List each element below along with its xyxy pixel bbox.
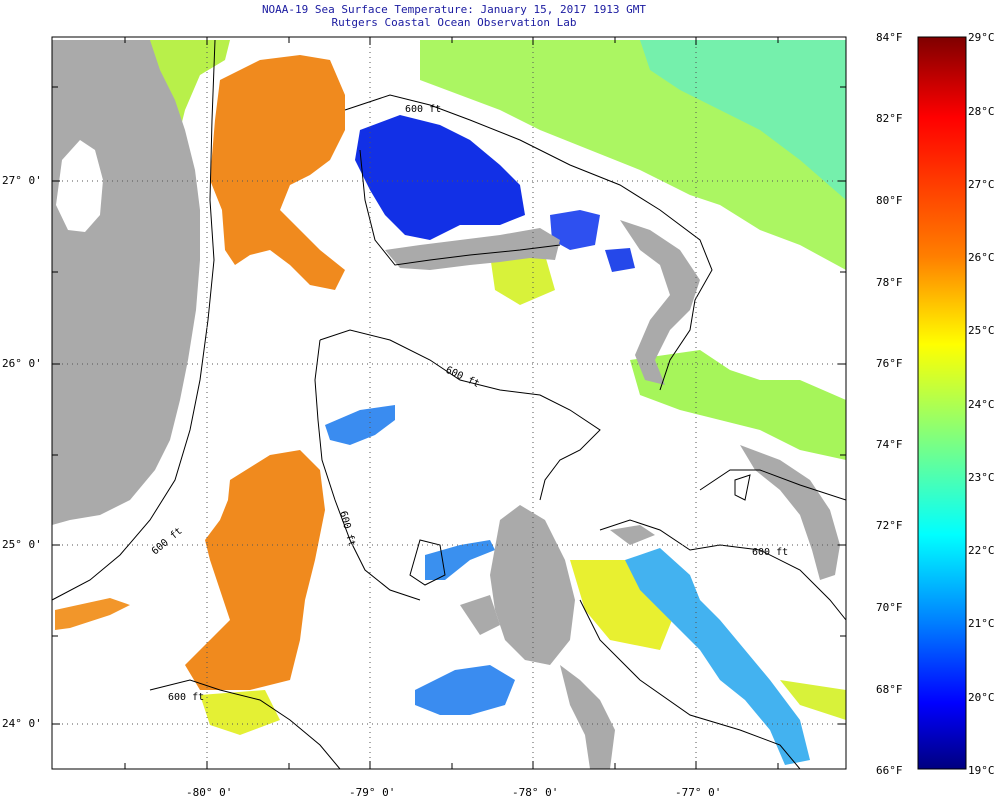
- inland-lake: [56, 140, 103, 232]
- sst-patch-cyan-north: [640, 40, 846, 200]
- sst-patch-orange-sw: [55, 598, 130, 630]
- lon-label: -80° 0': [186, 786, 233, 799]
- sst-patch-orange-south: [185, 450, 325, 690]
- lat-label: 25° 0': [2, 538, 42, 551]
- lon-label: -79° 0': [349, 786, 396, 799]
- colorbar-label-c: 25°C: [968, 324, 995, 337]
- land-new-providence: [610, 525, 655, 545]
- map-subtitle: Rutgers Coastal Ocean Observation Lab: [331, 16, 577, 29]
- colorbar-label-f: 74°F: [876, 438, 903, 451]
- lat-label: 27° 0': [2, 174, 42, 187]
- colorbar-label-c: 27°C: [968, 178, 995, 191]
- colorbar-label-f: 72°F: [876, 519, 903, 532]
- land-abaco: [620, 220, 700, 385]
- colorbar-label-c: 26°C: [968, 251, 995, 264]
- sst-patch-blue-bank3: [605, 248, 635, 272]
- sst-patch-cyan-east: [625, 548, 810, 765]
- colorbar-label-f: 68°F: [876, 683, 903, 696]
- contour-label: 600 ft: [168, 692, 204, 703]
- sst-patch-orange-north: [210, 55, 345, 290]
- land-grand-bahama: [385, 228, 560, 270]
- land-andros-channel: [460, 595, 500, 635]
- colorbar-label-c: 28°C: [968, 105, 995, 118]
- colorbar-label-f: 66°F: [876, 764, 903, 777]
- lon-label: -77° 0': [675, 786, 722, 799]
- colorbar-label-c: 19°C: [968, 764, 995, 777]
- lat-label: 26° 0': [2, 357, 42, 370]
- graticule: [52, 37, 846, 769]
- colorbar-label-f: 82°F: [876, 112, 903, 125]
- colorbar-label-f: 80°F: [876, 194, 903, 207]
- map-title: NOAA-19 Sea Surface Temperature: January…: [261, 3, 647, 16]
- sst-patch-green-east: [630, 350, 846, 460]
- colorbar-label-f: 84°F: [876, 31, 903, 44]
- sst-patch-yellow-se: [780, 680, 846, 720]
- sst-patch-blue-bank2: [550, 210, 600, 250]
- colorbar-label-c: 29°C: [968, 31, 995, 44]
- colorbar-label-f: 76°F: [876, 357, 903, 370]
- sst-patch-blue-mid: [325, 405, 395, 445]
- sst-patch-yellow-mid: [490, 255, 555, 305]
- lat-label: 24° 0': [2, 717, 42, 730]
- lon-label: -78° 0': [512, 786, 559, 799]
- colorbar-label-c: 21°C: [968, 617, 995, 630]
- contour-label: 600 ft: [405, 104, 441, 115]
- colorbar-label-f: 78°F: [876, 276, 903, 289]
- colorbar-label-c: 20°C: [968, 691, 995, 704]
- colorbar-label-c: 22°C: [968, 544, 995, 557]
- sst-patch-blue-bank: [355, 115, 525, 240]
- depth-contours: [52, 39, 846, 769]
- sst-patch-blue-tongue: [425, 540, 495, 580]
- land-andros: [490, 505, 575, 665]
- colorbar-label-c: 24°C: [968, 398, 995, 411]
- colorbar-label-f: 70°F: [876, 601, 903, 614]
- sst-patch-blue-south: [415, 665, 515, 715]
- colorbar-label-c: 23°C: [968, 471, 995, 484]
- sst-patch-yellow-sw: [200, 690, 280, 735]
- land-exuma: [560, 665, 615, 769]
- colorbar: [917, 36, 967, 770]
- contour-label: 600 ft: [752, 547, 788, 558]
- land-eleuthera: [740, 445, 840, 580]
